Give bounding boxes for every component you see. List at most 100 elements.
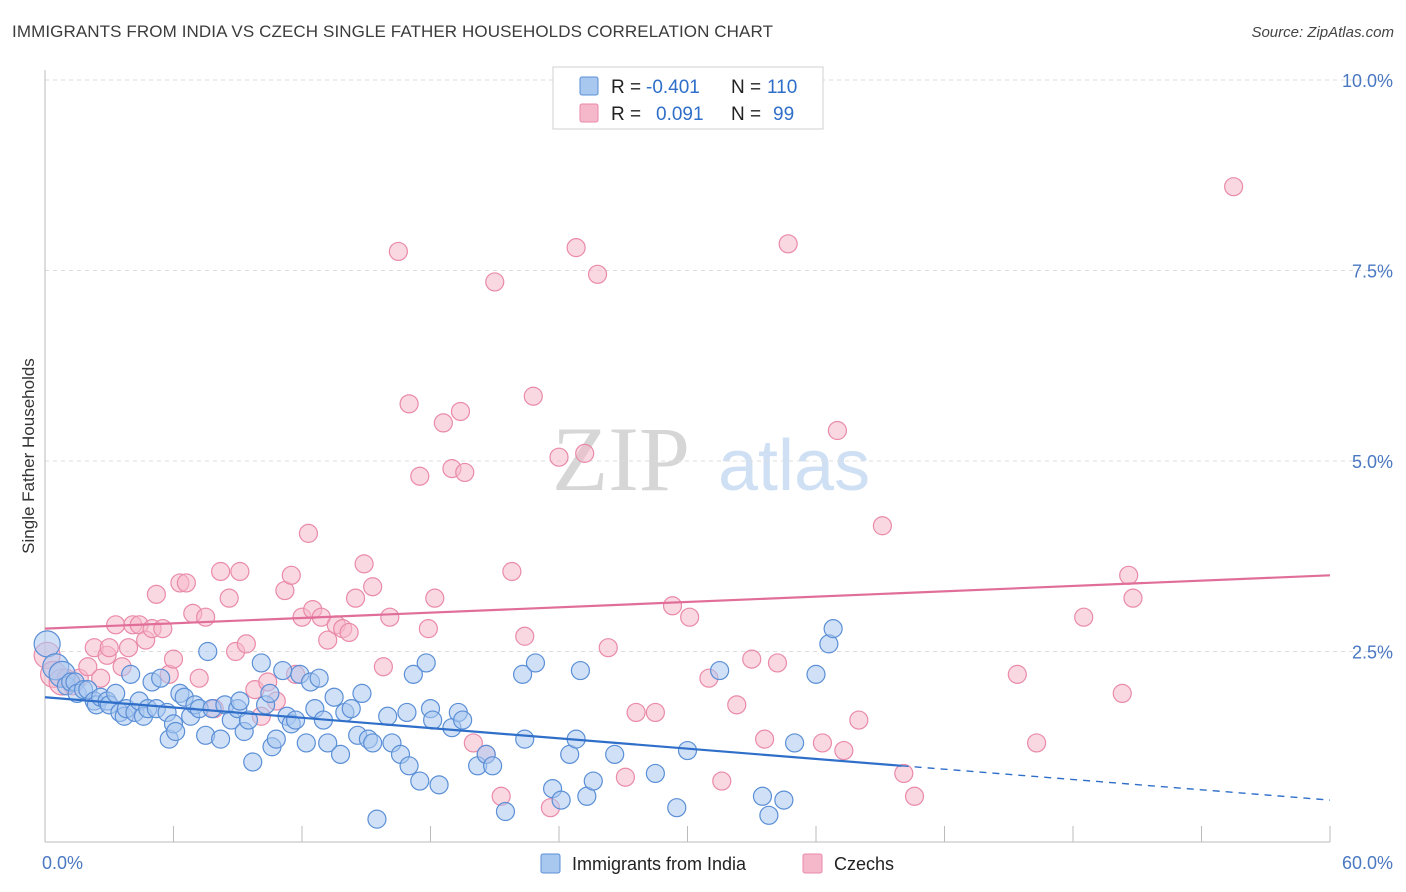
- czechs-point-94: [1007, 664, 1027, 684]
- czechs-point-71: [566, 238, 586, 258]
- czechs-point-72: [575, 443, 595, 463]
- india-point-90: [515, 729, 535, 749]
- czechs-point-13: [118, 638, 139, 658]
- india-point-75: [399, 756, 419, 776]
- legend: R = -0.401 N = 110 R = 0.091 N = 99: [552, 66, 824, 130]
- bottom-legend: Immigrants from India Czechs: [540, 853, 894, 874]
- legend-swatch-blue: [579, 76, 599, 96]
- legend-r-value-1: -0.401: [646, 77, 700, 98]
- india-point-84: [453, 710, 473, 730]
- czechs-point-87: [812, 733, 833, 753]
- india-trend-line: [44, 696, 902, 767]
- legend-swatch-pink: [579, 103, 599, 123]
- india-point-78: [416, 653, 436, 673]
- czechs-point-81: [712, 771, 732, 791]
- india-point-46: [251, 653, 271, 673]
- legend-r-label-1: R =: [611, 77, 641, 98]
- czechs-point-47: [339, 622, 359, 643]
- czechs-point-77: [645, 702, 665, 723]
- india-point-107: [784, 733, 805, 753]
- india-point-36: [198, 641, 218, 662]
- india-point-45: [243, 752, 263, 772]
- y-tick-label-0: 2.5%: [1352, 643, 1393, 663]
- india-point-88: [495, 801, 516, 822]
- india-point-108: [806, 664, 826, 684]
- czechs-point-89: [834, 740, 854, 761]
- czechs-point-58: [433, 413, 453, 433]
- x-tick-labels: 0.0% 60.0%: [42, 853, 1393, 873]
- y-tick-label-1: 5.0%: [1352, 452, 1393, 472]
- czechs-point-25: [189, 668, 209, 688]
- india-point-81: [429, 775, 449, 795]
- india-point-69: [363, 733, 383, 753]
- czechs-point-55: [410, 466, 430, 486]
- chart-title: IMMIGRANTS FROM INDIA VS CZECH SINGLE FA…: [12, 22, 774, 41]
- india-point-102: [677, 740, 698, 761]
- czechs-point-18: [146, 584, 166, 604]
- watermark-atlas: atlas: [718, 426, 870, 506]
- czechs-point-100: [1224, 177, 1244, 197]
- bottom-legend-label-czechs: Czechs: [834, 854, 894, 874]
- india-point-48: [260, 683, 280, 704]
- czechs-point-78: [662, 596, 683, 616]
- india-point-50: [266, 729, 286, 749]
- czechs-point-75: [615, 767, 635, 787]
- india-point-61: [318, 733, 338, 753]
- india-point-51: [273, 660, 293, 681]
- czechs-point-98: [1119, 565, 1139, 585]
- india-point-65: [341, 699, 361, 719]
- czechs-point-82: [727, 695, 747, 715]
- czechs-point-66: [502, 561, 522, 582]
- czechs-point-74: [598, 638, 618, 658]
- czechs-point-86: [778, 234, 798, 254]
- czechs-point-8: [91, 668, 111, 688]
- czechs-point-79: [680, 607, 700, 627]
- india-point-18: [121, 664, 141, 684]
- india-point-29: [166, 721, 186, 742]
- india-point-93: [551, 790, 571, 810]
- india-point-71: [378, 706, 398, 726]
- india-point-25: [151, 668, 171, 688]
- y-tick-labels: 2.5% 5.0% 7.5% 10.0%: [1342, 71, 1393, 663]
- trend-lines: [44, 574, 1331, 801]
- czechs-point-19: [153, 619, 173, 639]
- watermark-zip: ZIP: [552, 408, 690, 510]
- czechs-point-48: [345, 588, 366, 608]
- india-point-80: [423, 710, 443, 730]
- india-point-105: [759, 805, 779, 825]
- india-point-103: [710, 660, 730, 681]
- czechs-point-50: [363, 577, 383, 597]
- india-trend-line-extension: [901, 765, 1331, 801]
- czechs-point-29: [219, 588, 239, 608]
- czechs-point-64: [485, 272, 505, 292]
- czechs-point-93: [904, 786, 925, 806]
- legend-n-label-1: N =: [731, 77, 761, 98]
- czechs-point-6: [78, 657, 98, 677]
- india-point-38: [211, 729, 231, 749]
- india-point-91: [525, 653, 546, 673]
- czechs-point-61: [455, 462, 475, 483]
- czechs-point-83: [742, 649, 762, 669]
- legend-n-value-2: 99: [773, 104, 794, 125]
- czechs-point-21: [163, 649, 184, 669]
- legend-n-label-2: N =: [731, 104, 761, 125]
- legend-n-value-1: 110: [767, 77, 797, 98]
- czechs-point-28: [211, 561, 231, 582]
- czechs-point-70: [549, 447, 569, 467]
- czechs-point-56: [418, 619, 438, 639]
- czechs-point-88: [827, 420, 848, 441]
- czechs-point-73: [587, 264, 608, 284]
- bottom-legend-swatch-pink: [802, 853, 823, 874]
- czechs-point-60: [450, 401, 471, 422]
- czechs-point-67: [515, 626, 535, 646]
- india-point-63: [330, 744, 351, 764]
- czechs-point-85: [767, 653, 788, 673]
- india-point-14: [106, 683, 126, 704]
- y-axis-title: Single Father Households: [19, 358, 38, 554]
- czechs-point-62: [463, 733, 483, 753]
- czechs-point-96: [1074, 607, 1094, 627]
- czechs-point-76: [626, 702, 646, 723]
- india-point-87: [483, 756, 503, 776]
- legend-r-label-2: R =: [611, 104, 641, 125]
- india-point-104: [752, 786, 773, 806]
